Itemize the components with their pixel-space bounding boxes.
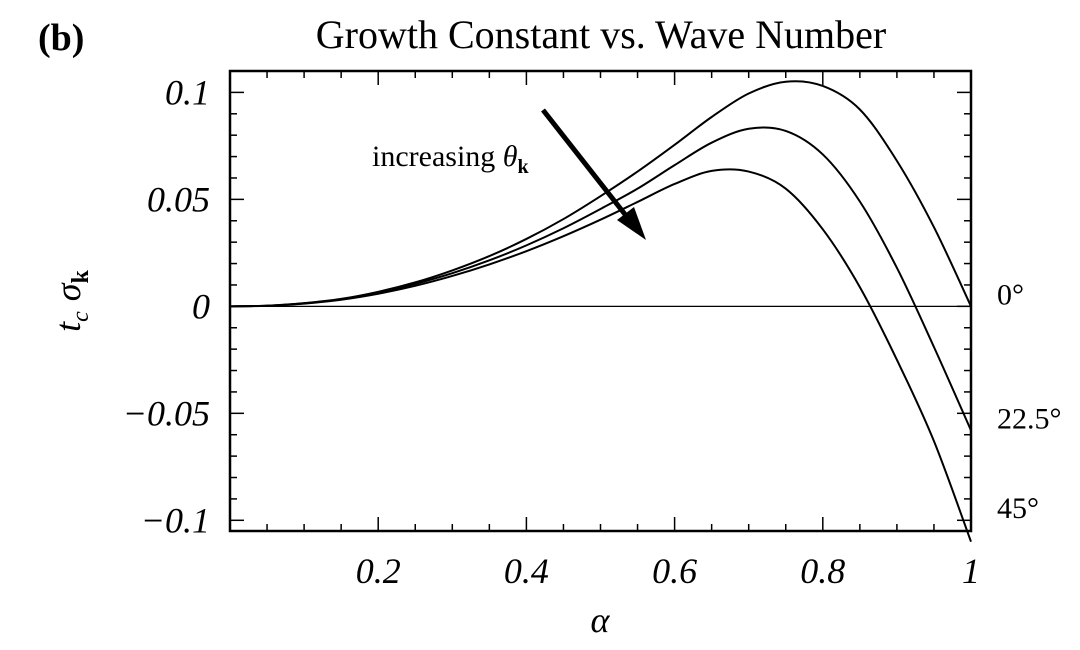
- annotation-text: increasing: [372, 140, 503, 173]
- series-line-0: [229, 80, 972, 308]
- annotation-arrow-head: [617, 207, 646, 240]
- chart-title: Growth Constant vs. Wave Number: [316, 12, 886, 57]
- y-label-sub-c: c: [68, 311, 94, 322]
- y-label-sigma: σ: [48, 282, 88, 301]
- y-tick-label: 0.1: [165, 72, 210, 112]
- series-label: 45°: [997, 492, 1039, 525]
- tick-layer: [230, 71, 971, 531]
- x-tick-label: 0.8: [800, 551, 845, 591]
- y-tick-label: −0.1: [141, 500, 210, 540]
- series-labels: 0° 22.5° 45°: [997, 278, 1062, 525]
- svg-text:increasing θk: increasing θk: [372, 140, 530, 178]
- plot-frame: [228, 69, 973, 533]
- panel-label: (b): [38, 17, 84, 59]
- x-tick-label: 0.4: [504, 551, 549, 591]
- annotation: increasing θk: [372, 108, 646, 240]
- x-axis-label: α: [591, 600, 611, 640]
- x-tick-labels: 0.2 0.4 0.6 0.8 1: [356, 551, 980, 591]
- series-label: 22.5°: [997, 402, 1062, 435]
- series-line-2: [229, 168, 972, 543]
- annotation-theta: θ: [503, 140, 518, 173]
- series-line-1: [229, 126, 972, 431]
- x-tick-label: 0.6: [652, 551, 697, 591]
- annotation-sub-k: k: [518, 156, 530, 178]
- annotation-arrow-shaft: [541, 108, 633, 224]
- y-tick-label: −0.05: [123, 393, 210, 433]
- svg-text:tcσk: tcσk: [48, 269, 94, 331]
- x-tick-label: 1: [962, 551, 980, 591]
- y-tick-label: 0.05: [147, 179, 210, 219]
- series-label: 0°: [997, 278, 1024, 311]
- y-tick-labels: 0.1 0.05 0 −0.05 −0.1: [123, 72, 210, 540]
- y-label-t: t: [48, 321, 88, 332]
- x-tick-label: 0.2: [356, 551, 401, 591]
- y-axis-label: tcσk: [48, 269, 94, 331]
- series-layer: [229, 80, 972, 543]
- y-label-sub-k: k: [68, 269, 94, 283]
- y-tick-label: 0: [192, 286, 210, 326]
